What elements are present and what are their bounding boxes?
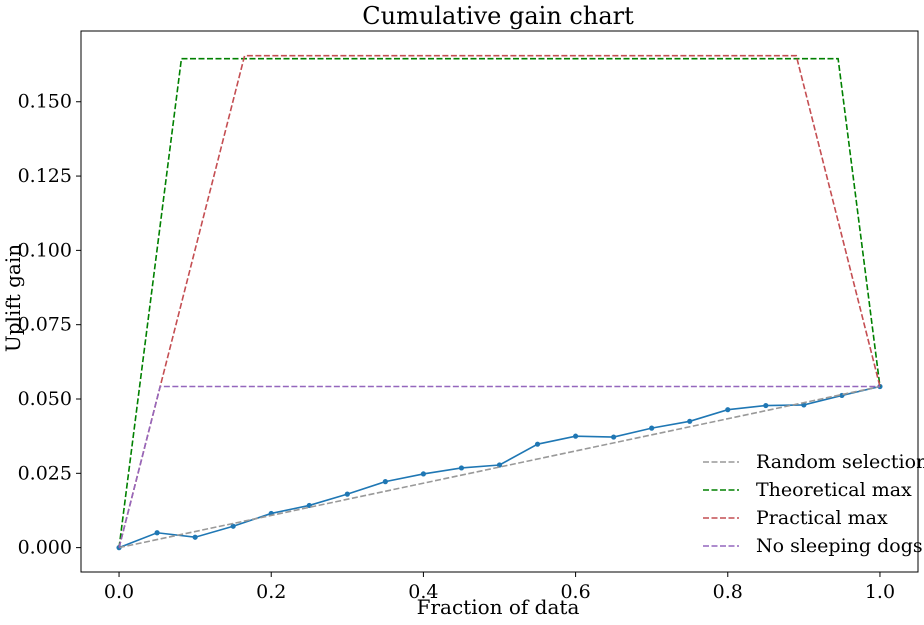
legend-entry: Random selection (756, 451, 924, 473)
series-line-no-sleeping-dogs (118, 385, 880, 548)
data-point (611, 434, 617, 440)
y-tick-label: 0.100 (18, 239, 72, 261)
data-point (154, 530, 160, 536)
y-tick-label: 0.150 (18, 91, 72, 113)
y-tick-label: 0.075 (18, 314, 72, 336)
x-tick-label: 0.2 (256, 581, 286, 603)
x-axis: 0.0 0.2 0.4 0.6 0.8 1.0 (104, 572, 895, 603)
data-point (458, 465, 465, 471)
data-point (496, 462, 503, 468)
plot-area (80, 30, 919, 573)
data-point (382, 479, 388, 485)
data-point (344, 491, 350, 497)
series-line-theoretical-max (118, 57, 881, 548)
x-tick-label: 0.8 (713, 581, 743, 603)
legend-entry: Theoretical max (756, 479, 912, 501)
data-point (725, 407, 731, 413)
x-tick-label: 0.0 (104, 581, 134, 603)
data-point (649, 425, 655, 431)
plot-frame (80, 30, 919, 573)
series-line-random-selection (118, 385, 881, 549)
y-tick-label: 0.125 (18, 165, 72, 187)
x-tick-label: 1.0 (865, 581, 895, 603)
data-point (192, 534, 198, 540)
data-point (230, 523, 236, 529)
legend-entry: Practical max (756, 507, 888, 529)
x-tick-label: 0.6 (560, 581, 590, 603)
legend: Random selection Theoretical max Practical… (703, 451, 924, 557)
y-axis-label: Uplift gain (1, 244, 25, 352)
data-point (534, 441, 541, 447)
data-point (687, 418, 693, 424)
data-point (763, 402, 769, 409)
x-tick-label: 0.4 (408, 581, 438, 603)
legend-entry: No sleeping dogs (756, 535, 923, 557)
data-point (877, 383, 883, 390)
data-point (420, 471, 427, 477)
y-axis: 0.000 0.025 0.050 0.075 0.100 0.125 0.150 (18, 91, 81, 559)
series-line-practical-max (118, 54, 881, 548)
x-axis-label: Fraction of data (417, 595, 580, 619)
y-tick-label: 0.025 (18, 462, 72, 484)
y-tick-label: 0.000 (18, 537, 72, 559)
chart-title: Cumulative gain chart (362, 2, 634, 30)
y-tick-label: 0.050 (18, 388, 72, 410)
data-point (572, 433, 579, 439)
